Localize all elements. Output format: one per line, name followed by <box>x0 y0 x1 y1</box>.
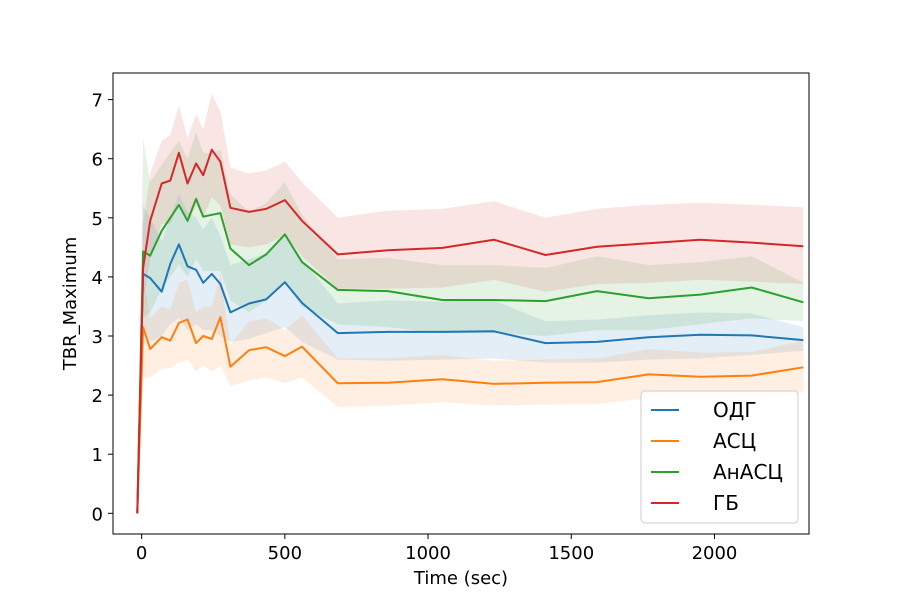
x-tick-label: 0 <box>136 543 147 564</box>
x-axis: 0 500 1000 1500 2000 <box>136 534 737 564</box>
x-tick-label: 2000 <box>692 543 738 564</box>
legend-label-3: АнАСЦ <box>713 460 783 484</box>
y-tick-label: 6 <box>92 150 103 171</box>
legend-box <box>640 390 799 524</box>
confidence-band-3 <box>137 132 804 514</box>
series-line-2 <box>136 316 804 514</box>
y-tick-label: 5 <box>92 209 103 230</box>
x-tick-label: 500 <box>268 543 302 564</box>
y-tick-label: 4 <box>92 268 103 289</box>
y-tick-label: 7 <box>92 91 103 112</box>
y-axis: 0 1 2 3 4 5 6 7 <box>92 91 113 525</box>
confidence-bands <box>137 93 804 514</box>
y-tick-label: 0 <box>92 504 103 525</box>
confidence-band-1 <box>137 194 804 514</box>
legend: ОДГ АСЦ АнАСЦ ГБ <box>640 390 799 524</box>
legend-label-2: АСЦ <box>713 429 756 453</box>
y-tick-label: 3 <box>92 327 103 348</box>
plot-frame <box>112 72 810 535</box>
x-tick-label: 1000 <box>405 543 451 564</box>
y-tick-label: 1 <box>92 445 103 466</box>
x-tick-label: 1500 <box>548 543 594 564</box>
confidence-band-4 <box>137 93 804 514</box>
x-axis-label: Time (sec) <box>413 568 508 589</box>
series-line-4 <box>136 148 804 514</box>
y-tick-label: 2 <box>92 386 103 407</box>
y-axis-label: TBR_Maximum <box>60 237 81 372</box>
series-lines <box>136 148 804 514</box>
legend-label-4: ГБ <box>713 491 739 515</box>
series-line-1 <box>136 243 804 514</box>
confidence-band-2 <box>137 273 804 514</box>
legend-label-1: ОДГ <box>713 398 757 422</box>
series-line-3 <box>136 197 804 514</box>
